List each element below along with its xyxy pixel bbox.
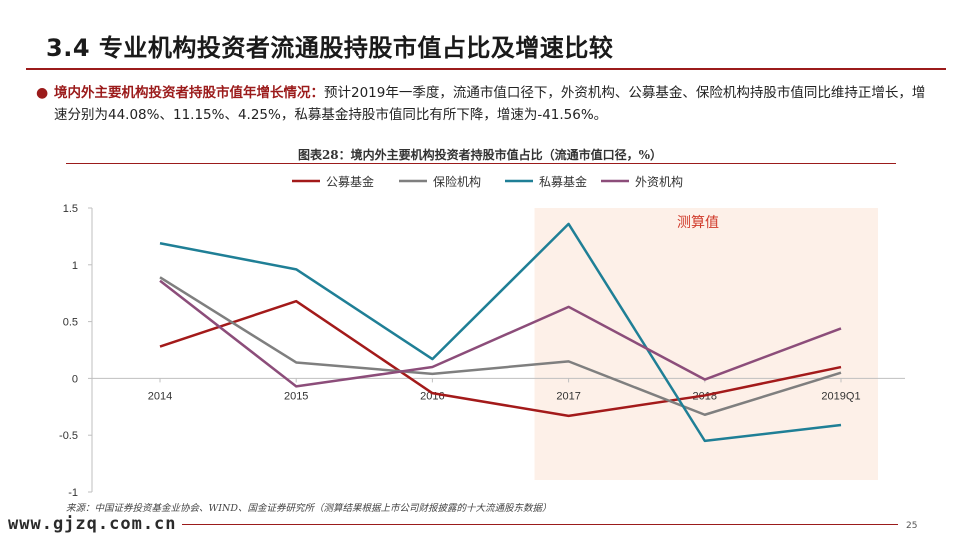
x-tick-label: 2017 <box>556 390 580 402</box>
bullet-body: 境内外主要机构投资者持股市值年增长情况：预计2019年一季度，流通市值口径下，外… <box>54 82 934 126</box>
legend-label: 外资机构 <box>635 174 683 189</box>
title-bar: 3.4 专业机构投资者流通股持股市值占比及增速比较 <box>0 0 960 62</box>
watermark-url: www.gjzq.com.cn <box>8 514 177 534</box>
y-tick-label: 1.5 <box>63 203 78 215</box>
legend-label: 私募基金 <box>539 174 587 189</box>
footer-divider <box>182 524 898 525</box>
y-tick-label: -1 <box>68 487 78 499</box>
legend-label: 公募基金 <box>326 174 374 189</box>
figure-title: 图表28：境内外主要机构投资者持股市值占比（流通市值口径，%） <box>297 148 663 162</box>
bullet-dot-icon: ● <box>36 85 49 101</box>
bullet-text: 预计2019年一季度，流通市值口径下，外资机构、公募基金、保险机构持股市值同比维… <box>54 85 926 123</box>
series-line-4 <box>159 279 842 388</box>
title-divider <box>26 68 946 70</box>
x-tick-label: 2019Q1 <box>821 390 860 402</box>
legend-label: 保险机构 <box>433 174 481 189</box>
estimate-region <box>534 208 878 480</box>
series-line-3 <box>159 222 842 443</box>
x-tick-label: 2014 <box>148 390 172 402</box>
y-tick-label: 0.5 <box>63 317 78 329</box>
y-tick-label: 1 <box>72 260 78 272</box>
bullet-heading: 境内外主要机构投资者持股市值年增长情况： <box>54 85 324 101</box>
series-line-2 <box>159 276 842 417</box>
y-tick-label: -0.5 <box>59 430 78 442</box>
estimate-region-label: 测算值 <box>677 215 719 231</box>
x-tick-label: 2015 <box>284 390 308 402</box>
source-note: 来源：中国证券投资基金业协会、WIND、国金证券研究所（测算结果根据上市公司财报… <box>66 503 552 514</box>
series-line-1 <box>159 299 842 418</box>
page-number: 25 <box>906 521 918 531</box>
figure-title-rule <box>66 163 896 164</box>
slide-title: 3.4 专业机构投资者流通股持股市值占比及增速比较 <box>46 34 614 62</box>
y-tick-label: 0 <box>72 373 78 385</box>
